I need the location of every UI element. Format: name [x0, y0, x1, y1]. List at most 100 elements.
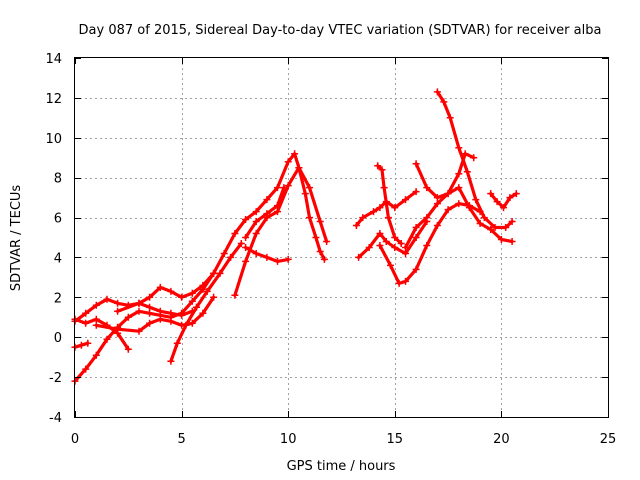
data-point — [412, 234, 420, 241]
data-point — [370, 208, 377, 216]
grid — [75, 58, 608, 417]
data-point — [455, 170, 463, 178]
y-tick-label: 8 — [54, 172, 62, 187]
y-tick-label: 0 — [54, 331, 62, 346]
data-point — [124, 345, 132, 353]
data-point — [512, 190, 520, 198]
data-point — [455, 200, 463, 208]
y-tick-label: -4 — [49, 411, 62, 426]
data-point — [82, 365, 90, 373]
data-point — [156, 315, 164, 323]
data-point — [173, 339, 181, 347]
data-point — [487, 190, 495, 198]
data-point — [167, 317, 175, 325]
data-point — [412, 224, 420, 231]
data-point — [387, 261, 394, 269]
data-point — [502, 224, 510, 231]
data-point — [391, 244, 399, 251]
data-point — [506, 194, 514, 202]
x-tick-label: 10 — [280, 432, 297, 447]
series-line — [357, 219, 429, 259]
data-point — [472, 196, 480, 204]
data-point — [114, 325, 122, 333]
data-point — [316, 218, 324, 225]
series-arc-12 — [374, 162, 405, 247]
data-point — [92, 301, 100, 309]
data-point — [167, 357, 175, 365]
data-point — [323, 238, 331, 245]
y-axis-label: SDTVAR / TECUs — [9, 185, 24, 292]
x-tick-label: 25 — [600, 432, 617, 447]
data-point — [199, 309, 207, 317]
data-point — [444, 206, 452, 214]
series-arc-6 — [114, 269, 218, 315]
data-point — [92, 315, 100, 323]
data-point — [391, 204, 399, 212]
data-point — [378, 166, 386, 174]
data-point — [465, 204, 473, 212]
x-tick-label: 15 — [387, 432, 404, 447]
data-point — [77, 341, 85, 349]
data-point — [365, 244, 373, 251]
chart-title: Day 087 of 2015, Sidereal Day-to-day VTE… — [79, 23, 602, 38]
series-arc-18 — [487, 190, 520, 212]
data-point — [114, 299, 122, 307]
data-point — [376, 242, 384, 249]
data-point — [210, 269, 218, 277]
series-arc-10 — [242, 244, 292, 265]
data-point — [237, 240, 245, 247]
data-point — [455, 184, 463, 192]
series-line — [354, 190, 418, 228]
data-point — [359, 214, 367, 222]
data-traces — [71, 88, 520, 385]
series-line — [435, 90, 514, 230]
series-arc-9 — [242, 184, 288, 241]
x-tick-label: 20 — [493, 432, 510, 447]
series-arc-3 — [71, 339, 92, 351]
data-point — [242, 244, 250, 251]
series-line — [414, 152, 476, 200]
data-point — [402, 277, 409, 285]
data-point — [382, 238, 390, 245]
series-line — [73, 297, 194, 323]
data-point — [461, 150, 469, 158]
data-point — [82, 319, 90, 327]
data-point — [124, 313, 132, 321]
data-point — [103, 335, 111, 343]
data-point — [433, 200, 441, 208]
data-point — [252, 218, 260, 225]
data-point — [274, 202, 281, 210]
y-tick-label: 14 — [45, 52, 62, 67]
data-point — [284, 182, 292, 190]
data-point — [114, 307, 122, 315]
data-point — [444, 190, 452, 198]
data-point — [156, 283, 164, 291]
data-point — [306, 214, 313, 222]
axis-ticks: 0 5 10 15 20 25 -4 -2 0 2 4 6 8 10 12 14 — [45, 52, 616, 447]
data-point — [203, 287, 211, 295]
data-point — [210, 293, 218, 301]
series-arc-16 — [412, 150, 478, 202]
data-point — [380, 184, 388, 192]
data-point — [252, 208, 260, 216]
data-point — [476, 220, 484, 227]
data-point — [103, 295, 111, 303]
series-arc-15 — [402, 184, 516, 251]
data-point — [376, 204, 384, 212]
data-point — [376, 230, 384, 237]
data-point — [284, 158, 292, 166]
data-point — [487, 226, 495, 233]
data-point — [312, 234, 320, 241]
data-point — [252, 250, 260, 257]
data-point — [402, 244, 409, 251]
data-point — [146, 309, 154, 317]
y-tick-label: 10 — [45, 132, 62, 147]
data-point — [263, 196, 271, 204]
data-point — [508, 238, 516, 245]
data-point — [146, 303, 154, 311]
data-point — [242, 234, 250, 241]
data-point — [493, 198, 501, 206]
data-point — [463, 168, 471, 176]
x-axis-label: GPS time / hours — [287, 459, 396, 474]
data-point — [274, 208, 281, 216]
